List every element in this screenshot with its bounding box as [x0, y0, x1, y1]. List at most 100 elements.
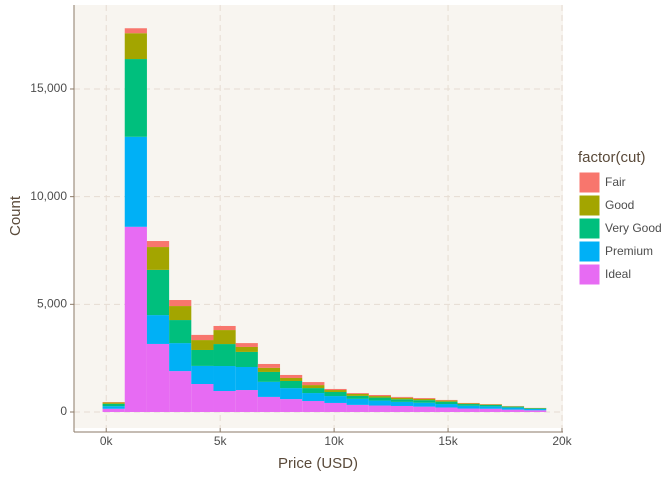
bar-segment — [169, 371, 192, 412]
bar-segment — [257, 371, 281, 382]
bar-segment — [124, 59, 147, 137]
bar-segment — [324, 402, 347, 412]
legend-label: Ideal — [605, 267, 631, 281]
bar-segment — [524, 410, 547, 412]
y-axis-title: Count — [7, 195, 24, 236]
bar-segment — [102, 403, 125, 407]
x-tick-label: 15k — [438, 434, 458, 448]
bar-segment — [235, 390, 258, 412]
bar-segment — [413, 400, 436, 403]
bar-segment — [435, 399, 458, 401]
bar-segment — [324, 391, 347, 397]
bar-segment — [235, 351, 258, 367]
bar-segment — [235, 343, 258, 347]
legend-label: Good — [605, 198, 634, 212]
bar-segment — [390, 399, 414, 402]
bar-segment — [435, 400, 458, 402]
bar-segment — [390, 397, 414, 400]
bar-segment — [191, 349, 214, 366]
bar-segment — [235, 366, 258, 391]
bar-segment — [324, 396, 347, 403]
legend-label: Very Good — [605, 221, 662, 235]
bar-segment — [368, 397, 391, 401]
bar-segment — [257, 381, 281, 397]
bar-segment — [413, 398, 436, 399]
bar-segment — [169, 300, 192, 307]
bar-segment — [213, 330, 236, 345]
x-tick-label: 5k — [214, 434, 228, 448]
bar-segment — [213, 366, 236, 392]
y-tick-label: 15,000 — [30, 81, 67, 95]
bar-segment — [257, 396, 281, 412]
bar-segment — [346, 398, 369, 405]
legend-key — [578, 240, 601, 263]
x-tick-label: 0k — [100, 434, 114, 448]
bar-segment — [479, 404, 502, 405]
bar-segment — [413, 398, 436, 401]
bar-segment — [213, 344, 236, 367]
bar-segment — [390, 396, 414, 398]
bar-segment — [501, 406, 525, 408]
bar-segment — [501, 409, 525, 412]
bar-segment — [324, 390, 347, 392]
bar-segment — [435, 401, 458, 405]
bar-segment — [191, 365, 214, 385]
bar-segment — [146, 343, 170, 412]
bar-segment — [124, 136, 147, 227]
bar-segment — [346, 395, 369, 399]
bar-segment — [146, 269, 170, 316]
legend-title: factor(cut) — [578, 149, 646, 166]
bar-segment — [390, 401, 414, 406]
bar-segment — [435, 404, 458, 408]
bar-segment — [302, 393, 325, 402]
bar-segment — [257, 367, 281, 372]
bar-segment — [302, 388, 325, 394]
bar-segment — [280, 374, 303, 378]
bar-segment — [302, 382, 325, 386]
y-tick-label: 0 — [60, 404, 67, 418]
bar-segment — [524, 408, 547, 409]
bar-segment — [257, 363, 281, 368]
bar-segment — [169, 320, 192, 344]
bar-segment — [280, 399, 303, 412]
bar-segment — [213, 391, 236, 412]
bar-segment — [124, 33, 147, 60]
bar-segment — [457, 408, 480, 412]
bar-segment — [524, 408, 547, 411]
bar-segment — [280, 380, 303, 389]
bar-segment — [479, 406, 502, 409]
legend-label: Premium — [605, 244, 653, 258]
bar-segment — [146, 247, 170, 270]
bar-segment — [457, 403, 480, 405]
x-axis-title: Price (USD) — [278, 455, 358, 472]
bar-segment — [479, 404, 502, 407]
bar-segment — [102, 406, 125, 409]
bar-segment — [457, 404, 480, 406]
bar-segment — [368, 400, 391, 406]
bar-segment — [368, 396, 391, 398]
bar-segment — [191, 384, 214, 412]
bar-segment — [302, 401, 325, 412]
bar-segment — [280, 388, 303, 400]
bar-segment — [191, 340, 214, 350]
legend-key — [578, 171, 601, 194]
bar-segment — [124, 226, 147, 412]
legend-key — [578, 263, 601, 286]
bar-segment — [191, 334, 214, 341]
bar-segment — [235, 346, 258, 352]
bar-segment — [479, 408, 502, 412]
y-tick-label: 5,000 — [37, 296, 67, 310]
bar-segment — [390, 405, 414, 412]
bar-segment — [146, 315, 170, 344]
legend-key — [578, 217, 601, 240]
bar-segment — [368, 394, 391, 397]
bar-segment — [102, 402, 125, 404]
bar-segment — [413, 402, 436, 407]
bar-segment — [435, 407, 458, 412]
bar-segment — [368, 405, 391, 412]
bar-segment — [146, 241, 170, 248]
x-tick-label: 20k — [552, 434, 572, 448]
bar-segment — [169, 306, 192, 321]
bar-segment — [501, 407, 525, 410]
legend-key — [578, 194, 601, 217]
